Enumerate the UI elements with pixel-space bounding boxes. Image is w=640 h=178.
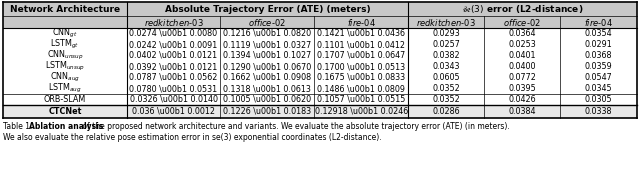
Text: 0.1216 \u00b1 0.0820: 0.1216 \u00b1 0.0820 — [223, 29, 312, 38]
Text: 0.1486 \u00b1 0.0809: 0.1486 \u00b1 0.0809 — [317, 84, 405, 93]
Text: 0.0274 \u00b1 0.0080: 0.0274 \u00b1 0.0080 — [129, 29, 218, 38]
Text: CNN$_{aug}$: CNN$_{aug}$ — [50, 71, 80, 84]
Text: 0.0352: 0.0352 — [432, 84, 460, 93]
Text: 0.0605: 0.0605 — [433, 73, 460, 82]
Text: 0.0354: 0.0354 — [584, 29, 612, 38]
Text: 0.1700 \u00b1 0.0513: 0.1700 \u00b1 0.0513 — [317, 62, 405, 71]
Text: $\it{redkitchen}$-03: $\it{redkitchen}$-03 — [143, 17, 204, 27]
Text: 0.0253: 0.0253 — [508, 40, 536, 49]
Text: 0.1707 \u00b1 0.0647: 0.1707 \u00b1 0.0647 — [317, 51, 405, 60]
Text: 0.0338: 0.0338 — [584, 107, 612, 116]
Text: 0.0257: 0.0257 — [432, 40, 460, 49]
Text: $\it{office}$-02: $\it{office}$-02 — [248, 17, 286, 27]
Text: $\it{fire}$-04: $\it{fire}$-04 — [347, 17, 376, 27]
Text: CNN$_{gt}$: CNN$_{gt}$ — [52, 27, 77, 40]
Text: 0.1394 \u00b1 0.1027: 0.1394 \u00b1 0.1027 — [223, 51, 312, 60]
Text: 0.0384: 0.0384 — [509, 107, 536, 116]
Text: 0.0780 \u00b1 0.0531: 0.0780 \u00b1 0.0531 — [129, 84, 218, 93]
Text: 0.0352: 0.0352 — [432, 95, 460, 104]
Text: 0.1421 \u00b1 0.0436: 0.1421 \u00b1 0.0436 — [317, 29, 405, 38]
Bar — [3, 72, 637, 83]
Text: 0.0547: 0.0547 — [584, 73, 612, 82]
Text: 0.0293: 0.0293 — [432, 29, 460, 38]
Text: 0.0392 \u00b1 0.0121: 0.0392 \u00b1 0.0121 — [129, 62, 218, 71]
Text: 0.0400: 0.0400 — [509, 62, 536, 71]
Text: 0.0242 \u00b1 0.0091: 0.0242 \u00b1 0.0091 — [129, 40, 218, 49]
Bar — [3, 50, 637, 61]
Text: 0.0364: 0.0364 — [509, 29, 536, 38]
Text: $\it{redkitchen}$-03: $\it{redkitchen}$-03 — [416, 17, 476, 27]
Text: 0.1101 \u00b1 0.0412: 0.1101 \u00b1 0.0412 — [317, 40, 405, 49]
Text: LSTM$_{aug}$: LSTM$_{aug}$ — [48, 82, 82, 95]
Text: 0.12918 \u00b1 0.0246: 0.12918 \u00b1 0.0246 — [315, 107, 408, 116]
Text: LSTM$_{gt}$: LSTM$_{gt}$ — [50, 38, 79, 51]
Text: 0.0345: 0.0345 — [584, 84, 612, 93]
Text: 0.0305: 0.0305 — [584, 95, 612, 104]
Text: 0.0772: 0.0772 — [508, 73, 536, 82]
Text: 0.0286: 0.0286 — [433, 107, 460, 116]
Text: CTCNet: CTCNet — [48, 107, 81, 116]
Bar — [3, 105, 637, 118]
Text: 0.1226 \u00b1 0.0183: 0.1226 \u00b1 0.0183 — [223, 107, 312, 116]
Text: 0.1057 \u00b1 0.0515: 0.1057 \u00b1 0.0515 — [317, 95, 405, 104]
Text: 0.0787 \u00b1 0.0562: 0.0787 \u00b1 0.0562 — [129, 73, 218, 82]
Text: 0.0326 \u00b1 0.0140: 0.0326 \u00b1 0.0140 — [129, 95, 218, 104]
Text: 0.1005 \u00b1 0.0620: 0.1005 \u00b1 0.0620 — [223, 95, 312, 104]
Text: $\mathfrak{se}(3)$ error (L2-distance): $\mathfrak{se}(3)$ error (L2-distance) — [461, 3, 583, 15]
Text: 0.0368: 0.0368 — [584, 51, 612, 60]
Text: LSTM$_{unsup}$: LSTM$_{unsup}$ — [45, 60, 85, 73]
Text: 0.1318 \u00b1 0.0613: 0.1318 \u00b1 0.0613 — [223, 84, 311, 93]
Text: Ablation analysis: Ablation analysis — [29, 122, 103, 131]
Text: CNN$_{unsup}$: CNN$_{unsup}$ — [47, 49, 83, 62]
Text: $\it{fire}$-04: $\it{fire}$-04 — [584, 17, 613, 27]
Text: 0.0402 \u00b1 0.0121: 0.0402 \u00b1 0.0121 — [129, 51, 218, 60]
Text: Table 1.: Table 1. — [3, 122, 35, 131]
Text: 0.0382: 0.0382 — [433, 51, 460, 60]
Bar — [3, 94, 637, 105]
Text: 0.0395: 0.0395 — [508, 84, 536, 93]
Bar — [3, 83, 637, 94]
Text: We also evaluate the relative pose estimation error in se(3) exponential coordin: We also evaluate the relative pose estim… — [3, 133, 381, 142]
Text: 0.0291: 0.0291 — [584, 40, 612, 49]
Text: Network Architecture: Network Architecture — [10, 4, 120, 14]
Text: 0.0359: 0.0359 — [584, 62, 612, 71]
Text: Absolute Trajectory Error (ATE) (meters): Absolute Trajectory Error (ATE) (meters) — [164, 4, 370, 14]
Bar — [3, 28, 637, 39]
Text: 0.1662 \u00b1 0.0908: 0.1662 \u00b1 0.0908 — [223, 73, 312, 82]
Text: 0.0401: 0.0401 — [509, 51, 536, 60]
Text: of the proposed network architecture and variants. We evaluate the absolute traj: of the proposed network architecture and… — [80, 122, 510, 131]
Text: ORB-SLAM: ORB-SLAM — [44, 95, 86, 104]
Bar — [3, 39, 637, 50]
Bar — [3, 16, 637, 28]
Bar — [3, 2, 637, 16]
Text: 0.1675 \u00b1 0.0833: 0.1675 \u00b1 0.0833 — [317, 73, 405, 82]
Text: 0.0343: 0.0343 — [433, 62, 460, 71]
Text: 0.0426: 0.0426 — [508, 95, 536, 104]
Text: 0.1119 \u00b1 0.0327: 0.1119 \u00b1 0.0327 — [223, 40, 312, 49]
Text: 0.036 \u00b1 0.0012: 0.036 \u00b1 0.0012 — [132, 107, 215, 116]
Bar — [3, 61, 637, 72]
Text: $\it{office}$-02: $\it{office}$-02 — [503, 17, 541, 27]
Text: 0.1290 \u00b1 0.0670: 0.1290 \u00b1 0.0670 — [223, 62, 312, 71]
